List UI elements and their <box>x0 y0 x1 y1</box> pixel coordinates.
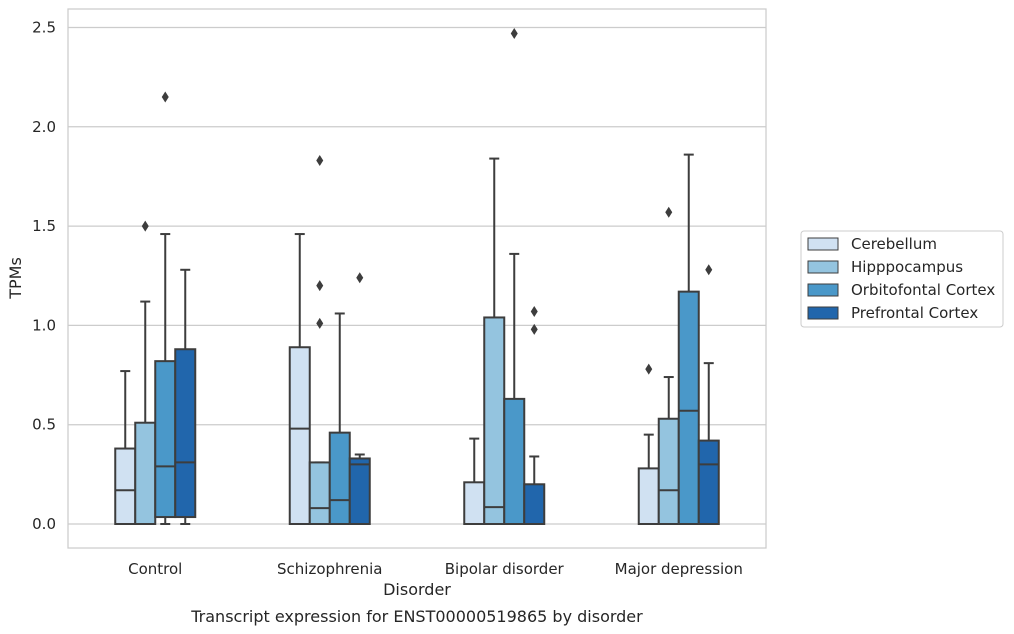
box-prefrontal-cortex <box>697 264 720 526</box>
outlier-point <box>141 220 149 232</box>
x-tick-label: Schizophrenia <box>277 560 382 578</box>
box-prefrontal-cortex <box>523 305 546 525</box>
legend-label: Hipppocampus <box>851 258 963 276</box>
box-body <box>114 447 137 526</box>
legend-swatch <box>807 283 839 297</box>
box-body <box>348 457 371 526</box>
box-prefrontal-cortex <box>348 272 371 526</box>
box-body <box>637 467 660 525</box>
box-cerebellum <box>114 370 137 526</box>
box-body <box>134 421 157 525</box>
outlier-point <box>316 280 324 292</box>
legend-swatch <box>807 237 839 251</box>
box-hipppocampus <box>483 157 506 525</box>
x-axis-label: Disorder <box>383 580 451 599</box>
y-tick-label: 2.0 <box>32 118 56 136</box>
outlier-point <box>510 27 518 39</box>
box-series <box>114 27 720 526</box>
y-tick-label: 0.0 <box>32 515 56 533</box>
box-cerebellum <box>288 233 311 525</box>
legend-label: Cerebellum <box>851 235 937 253</box>
y-tick-label: 1.0 <box>32 316 56 334</box>
box-body <box>154 360 177 519</box>
outlier-point <box>316 155 324 167</box>
box-body <box>483 316 506 525</box>
legend-label: Prefrontal Cortex <box>851 304 978 322</box>
chart-caption: Transcript expression for ENST0000051986… <box>190 607 643 626</box>
box-body <box>503 397 526 525</box>
x-tick-label: Major depression <box>615 560 743 578</box>
outlier-point <box>665 206 673 218</box>
box-body <box>308 461 331 525</box>
x-axis-ticks: Control Schizophrenia Bipolar disorder Majo… <box>128 560 743 578</box>
box-orbitofontal-cortex <box>677 153 700 525</box>
box-body <box>174 348 197 519</box>
outlier-point <box>645 363 653 375</box>
box-orbitofontal-cortex <box>503 27 526 525</box>
legend-label: Orbitofontal Cortex <box>851 281 995 299</box>
box-orbitofontal-cortex <box>154 91 177 525</box>
y-tick-label: 2.5 <box>32 19 56 37</box>
y-axis-ticks: 0.0 0.5 1.0 1.5 2.0 2.5 <box>32 19 56 534</box>
plot-frame <box>67 8 767 549</box>
legend-frame <box>800 230 1004 328</box>
box-prefrontal-cortex <box>174 268 197 525</box>
box-hipppocampus <box>134 220 157 525</box>
legend-swatch <box>807 260 839 274</box>
box-cerebellum <box>637 363 660 525</box>
outlier-point <box>530 305 538 317</box>
outlier-point <box>705 264 713 276</box>
outlier-point <box>161 91 169 103</box>
outlier-point <box>530 323 538 335</box>
outlier-point <box>356 272 364 284</box>
box-body <box>288 346 311 525</box>
y-axis-label: TPMs <box>6 257 25 300</box>
box-body <box>328 431 351 526</box>
box-body <box>463 481 486 526</box>
outlier-point <box>316 317 324 329</box>
box-hipppocampus <box>308 155 331 525</box>
x-tick-label: Control <box>128 560 182 578</box>
x-tick-label: Bipolar disorder <box>445 560 565 578</box>
y-tick-label: 1.5 <box>32 217 56 235</box>
legend: Cerebellum Hipppocampus Orbitofontal Corte… <box>800 230 1004 328</box>
legend-swatch <box>807 306 839 320</box>
box-body <box>697 439 720 526</box>
box-hipppocampus <box>657 206 680 526</box>
box-body <box>657 417 680 526</box>
y-tick-label: 0.5 <box>32 416 56 434</box>
box-cerebellum <box>463 437 486 526</box>
box-body <box>523 483 546 525</box>
box-body <box>677 290 700 525</box>
